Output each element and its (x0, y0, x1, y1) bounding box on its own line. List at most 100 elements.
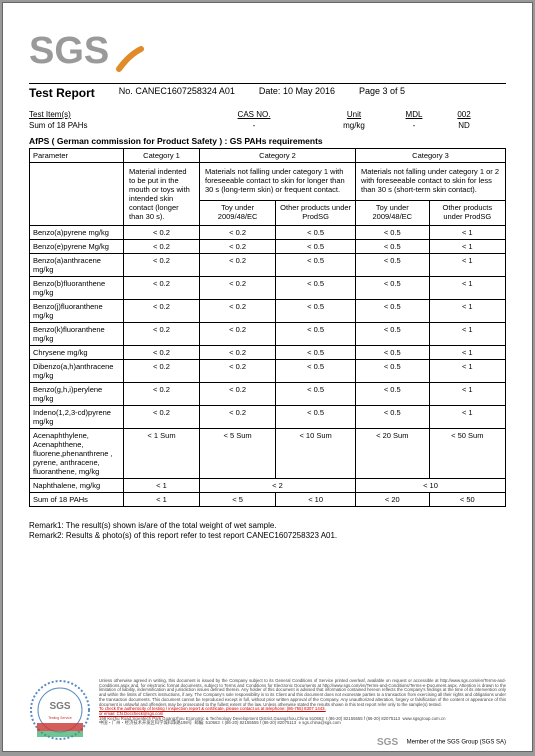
table-row: Chrysene mg/kg < 0.2 < 0.2 < 0.5 < 0.5 <… (30, 346, 506, 360)
val-cell: < 1 (429, 383, 505, 406)
column-values: Sum of 18 PAHs - mg/kg - ND (29, 121, 506, 130)
res-value: ND (439, 121, 489, 130)
val-cell: < 1 (429, 226, 505, 240)
col-parameter: Parameter (30, 149, 124, 163)
report-page: Page 3 of 5 (359, 86, 405, 100)
val-cell: < 20 Sum (356, 429, 430, 479)
svg-text:SGS: SGS (377, 737, 398, 747)
table-row: Benzo(b)fluoranthene mg/kg < 0.2 < 0.2 <… (30, 277, 506, 300)
cat2-desc: Materials not falling under category 1 w… (200, 163, 356, 201)
table-row: Benzo(j)fluoranthene mg/kg < 0.2 < 0.2 <… (30, 300, 506, 323)
table-row: Benzo(a)pyrene mg/kg < 0.2 < 0.2 < 0.5 <… (30, 226, 506, 240)
svg-text:SGS: SGS (29, 30, 109, 72)
param-cell: Acenaphthylene, Acenaphthene, fluorene,p… (30, 429, 124, 479)
report-date: Date: 10 May 2016 (259, 86, 335, 100)
table-row: Dibenzo(a,h)anthracene mg/kg < 0.2 < 0.2… (30, 360, 506, 383)
val-cell: < 0.2 (124, 406, 200, 429)
sub-toy2: Toy under 2009/48/EC (200, 201, 276, 226)
val-cell: < 0.5 (276, 323, 356, 346)
mdl-label: MDL (389, 110, 439, 119)
report-no: No. CANEC1607258324 A01 (119, 86, 235, 100)
table-desc-row: Material indented to be put in the mouth… (30, 163, 506, 201)
unit-value: mg/kg (319, 121, 389, 130)
val-cell: < 10 (276, 493, 356, 507)
svg-text:SGS: SGS (49, 701, 70, 712)
val-cell: < 0.2 (124, 360, 200, 383)
footer: SGS Testing Service Unless otherwise agr… (29, 679, 506, 741)
cat3-desc: Materials not falling under category 1 o… (356, 163, 506, 201)
val-cell: < 1 (429, 240, 505, 254)
table-row: Benzo(k)fluoranthene mg/kg < 0.2 < 0.2 <… (30, 323, 506, 346)
param-cell: Sum of 18 PAHs (30, 493, 124, 507)
remark2: Remark2: Results & photo(s) of this repo… (29, 531, 506, 541)
col-cat1: Category 1 (124, 149, 200, 163)
val-cell: < 0.2 (124, 300, 200, 323)
val-cell: < 0.5 (356, 277, 430, 300)
svg-text:Testing Service: Testing Service (48, 716, 72, 720)
section-title: AfPS ( German commission for Product Saf… (29, 136, 506, 146)
param-cell: Benzo(a)pyrene mg/kg (30, 226, 124, 240)
val-cell: < 0.2 (200, 226, 276, 240)
val-cell: < 0.5 (356, 360, 430, 383)
val-cell: < 0.2 (124, 346, 200, 360)
val-cell: < 0.2 (124, 254, 200, 277)
val-cell: < 0.5 (276, 254, 356, 277)
table-row: Acenaphthylene, Acenaphthene, fluorene,p… (30, 429, 506, 479)
val-cell: < 1 (429, 323, 505, 346)
col-cat3: Category 3 (356, 149, 506, 163)
val-cell: < 0.2 (200, 383, 276, 406)
val-cell: < 5 (200, 493, 276, 507)
sgs-logo-top: SGS (29, 29, 506, 73)
val-cell: < 0.5 (276, 406, 356, 429)
val-cell: < 1 (429, 406, 505, 429)
val-cell: < 0.2 (124, 323, 200, 346)
disclaimer: Unless otherwise agreed in writing, this… (99, 678, 506, 707)
param-cell: Benzo(e)pyrene Mg/kg (30, 240, 124, 254)
val-cell: < 1 (429, 254, 505, 277)
remark1: Remark1: The result(s) shown is/are of t… (29, 521, 506, 531)
cat1-desc: Material indented to be put in the mouth… (124, 163, 200, 226)
val-cell: < 1 Sum (124, 429, 200, 479)
val-cell: < 0.2 (124, 277, 200, 300)
val-cell: < 20 (356, 493, 430, 507)
val-cell: < 0.5 (356, 254, 430, 277)
param-cell: Benzo(a)anthracene mg/kg (30, 254, 124, 277)
table-row: Indeno(1,2,3-cd)pyrene mg/kg < 0.2 < 0.2… (30, 406, 506, 429)
val-cell: < 0.5 (356, 406, 430, 429)
val-cell: < 1 (429, 300, 505, 323)
val-cell: < 0.5 (276, 240, 356, 254)
param-cell: Benzo(k)fluoranthene mg/kg (30, 323, 124, 346)
val-cell: < 0.2 (200, 360, 276, 383)
res-label: 002 (439, 110, 489, 119)
val-cell: < 5 Sum (200, 429, 276, 479)
mdl-value: - (389, 121, 439, 130)
sub-other3: Other products under ProdSG (429, 201, 505, 226)
val-cell: < 0.2 (200, 277, 276, 300)
sub-toy3: Toy under 2009/48/EC (356, 201, 430, 226)
val-cell: < 50 Sum (429, 429, 505, 479)
val-cell: < 0.5 (356, 346, 430, 360)
unit-label: Unit (319, 110, 389, 119)
page: SGS Test Report No. CANEC1607258324 A01 … (2, 2, 533, 752)
val-cell: < 0.2 (124, 240, 200, 254)
val-cell: < 0.2 (200, 406, 276, 429)
table-row: Sum of 18 PAHs < 1 < 5 < 10 < 20 < 50 (30, 493, 506, 507)
val-cell: < 1 (429, 277, 505, 300)
column-headers: Test Item(s) CAS NO. Unit MDL 002 (29, 110, 506, 119)
val-cell: < 0.5 (356, 226, 430, 240)
val-cell: < 0.5 (356, 300, 430, 323)
report-header: Test Report No. CANEC1607258324 A01 Date… (29, 86, 506, 100)
param-cell: Chrysene mg/kg (30, 346, 124, 360)
divider-top (29, 83, 506, 84)
seal-icon: SGS Testing Service (29, 679, 91, 741)
val-cell: < 1 (124, 479, 200, 493)
val-cell: < 0.5 (276, 346, 356, 360)
param-cell: Indeno(1,2,3-cd)pyrene mg/kg (30, 406, 124, 429)
val-cell: < 0.5 (356, 323, 430, 346)
report-title: Test Report (29, 86, 95, 100)
table-row: Benzo(g,h,i)perylene mg/kg < 0.2 < 0.2 <… (30, 383, 506, 406)
col-cat2: Category 2 (200, 149, 356, 163)
val-cell: < 1 (429, 360, 505, 383)
param-cell: Benzo(g,h,i)perylene mg/kg (30, 383, 124, 406)
val-cell: < 0.2 (124, 226, 200, 240)
